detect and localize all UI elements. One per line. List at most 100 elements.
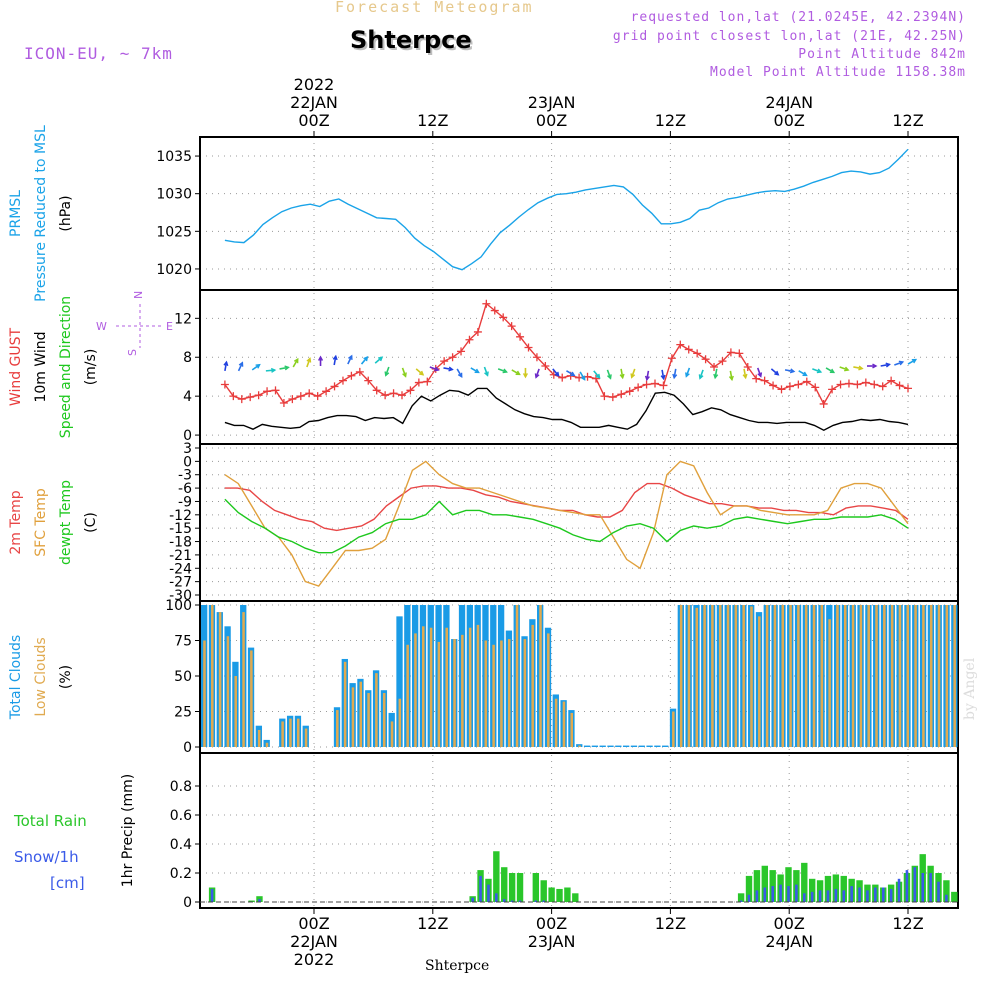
cloud-low-bar (257, 729, 261, 747)
y-axis-label: Low Clouds (33, 637, 49, 716)
cloud-low-bar (437, 641, 441, 747)
snow-bar (502, 899, 506, 902)
gust-marker (802, 377, 811, 386)
y-axis-label: PRMSL (8, 190, 24, 237)
gust-marker (499, 313, 508, 322)
y-axis-label: Speed and Direction (58, 296, 74, 438)
rain-bar (761, 865, 768, 902)
snow-bar (787, 886, 790, 902)
wind-arrow-head (829, 368, 836, 374)
rain-bar (943, 880, 950, 902)
snow-bar (913, 867, 917, 902)
cloud-low-bar (265, 742, 269, 747)
wind-arrow (770, 368, 779, 376)
gust-marker (785, 382, 794, 391)
gust-marker (398, 391, 406, 400)
cloud-low-bar (351, 687, 355, 747)
gust-marker (667, 354, 676, 363)
y-tick-label: -9 (178, 494, 192, 510)
cloud-low-bar (804, 605, 808, 747)
cloud-low-bar (234, 676, 237, 747)
series-line-pressure-0 (224, 148, 909, 271)
y-tick-label: 0.6 (170, 808, 192, 824)
model-point-altitude: Model Point Altitude 1158.38m (710, 65, 966, 80)
wind-arrow-head (255, 363, 261, 369)
wind-arrow (579, 371, 586, 381)
wind-arrow-head (434, 366, 440, 372)
cloud-low-bar (539, 605, 542, 747)
cloud-low-bar (453, 639, 456, 747)
gust-marker (684, 345, 693, 354)
model-label: ICON-EU, ~ 7km (24, 44, 173, 63)
gust-marker (465, 335, 474, 344)
wind-arrow (620, 368, 624, 378)
cloud-low-bar (906, 605, 910, 747)
cloud-low-bar (836, 605, 839, 747)
rain-bar (516, 873, 524, 902)
rain-bar (753, 870, 761, 902)
wind-arrow (880, 363, 890, 367)
cloud-total-bar (630, 745, 638, 747)
bottom-time-label: 12Z (655, 914, 686, 933)
cloud-low-bar (820, 605, 824, 747)
cloud-low-bar (718, 605, 722, 747)
cloud-total-bar (599, 745, 606, 747)
wind-arrow (497, 368, 507, 373)
snow-bar (937, 881, 940, 902)
wind-arrow (729, 370, 733, 380)
wind-arrow (443, 367, 453, 371)
bottom-time-label: 2022 (294, 950, 335, 969)
y-axis-label: 1hr Precip (mm) (120, 774, 136, 887)
gust-marker (330, 382, 339, 391)
gust-marker (524, 343, 533, 352)
cloud-low-bar (742, 605, 745, 747)
y-tick-label: -15 (169, 521, 192, 537)
y-axis-label: (hPa) (58, 195, 74, 231)
y-axis-label: 10m Wind (33, 331, 49, 402)
wind-arrow-head (872, 363, 878, 369)
gust-marker (532, 353, 541, 362)
wind-arrow (347, 355, 353, 365)
wind-arrow-head (672, 373, 678, 380)
wind-arrow-head (713, 373, 719, 380)
y-tick-label: -27 (169, 575, 192, 591)
gust-marker (710, 362, 719, 371)
cloud-low-bar (922, 605, 925, 747)
series-line-temperature-2 (224, 498, 909, 554)
gust-marker (811, 383, 820, 392)
cloud-total-bar (583, 745, 591, 747)
gust-marker (735, 349, 744, 358)
rain-bar (785, 867, 792, 902)
cloud-low-bar (531, 624, 534, 747)
cloud-low-bar (367, 693, 370, 747)
gust-marker (490, 306, 499, 315)
cloud-low-bar (851, 605, 855, 747)
y-axis-label: SFC Temp (33, 488, 49, 557)
y-axis-label: (C) (83, 512, 99, 533)
gust-marker (600, 392, 609, 401)
snow-bar (510, 900, 514, 902)
cloud-low-bar (562, 701, 566, 747)
wind-arrow (456, 368, 463, 378)
compass-east-label: E (166, 320, 173, 333)
point-altitude: Point Altitude 842m (798, 47, 966, 62)
gust-marker (322, 387, 331, 396)
wind-arrow-head (580, 375, 586, 381)
wind-arrow (699, 369, 704, 379)
rain-bar (840, 875, 847, 902)
wind-arrow-head (419, 370, 425, 376)
cloud-low-bar (703, 605, 706, 747)
rain-bar (745, 875, 753, 902)
cloud-low-bar (828, 619, 831, 747)
gust-marker (440, 357, 449, 366)
snow-bar (534, 900, 538, 902)
top-time-label: 24JAN (765, 93, 813, 112)
snow-bar (763, 887, 767, 902)
wind-arrow (385, 366, 390, 376)
cloud-low-bar (711, 605, 714, 747)
snow-bar (747, 894, 751, 902)
rain-bar (808, 878, 816, 902)
gust-marker (625, 387, 634, 396)
gust-marker (743, 362, 752, 371)
top-time-label: 12Z (417, 111, 448, 130)
